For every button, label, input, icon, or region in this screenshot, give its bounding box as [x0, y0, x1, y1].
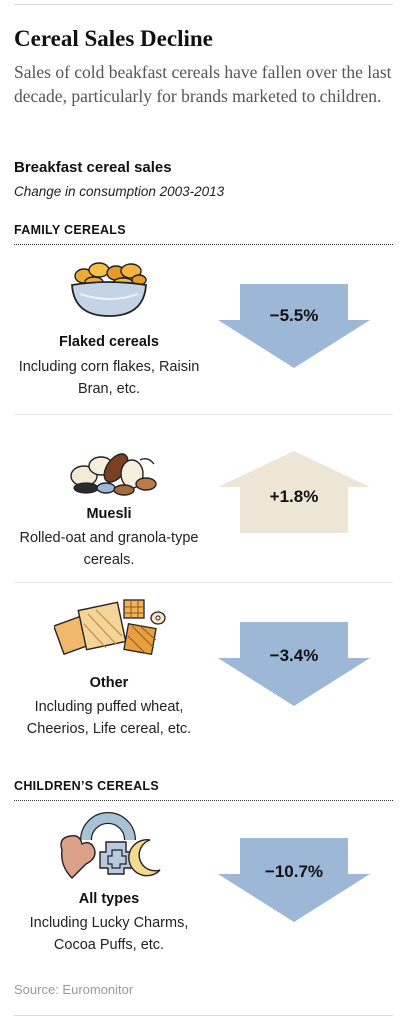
- chart-title: Breakfast cereal sales: [14, 159, 172, 176]
- change-bar-children: −10.7%: [218, 838, 370, 922]
- section-heading-family: FAMILY CEREALS: [14, 223, 393, 245]
- marshmallow-shapes-icon: [60, 812, 161, 879]
- chart-subtitle: Change in consumption 2003-2013: [14, 184, 225, 199]
- decline-arrow-shape: [218, 284, 370, 368]
- decline-arrow-shape: [218, 622, 370, 706]
- cereal-description: Including Lucky Charms, Cocoa Puffs, etc…: [29, 915, 189, 953]
- value-label: +1.8%: [270, 487, 319, 506]
- puffed-cereal-icon: [54, 599, 166, 656]
- cereal-name: All types: [78, 891, 140, 907]
- change-bar-flaked: −5.5%: [218, 284, 370, 368]
- cereal-name: Muesli: [86, 506, 132, 522]
- cereal-row-flaked: Flaked cereals Including corn flakes, Ra…: [14, 252, 393, 415]
- decline-arrow-shape: [218, 838, 370, 922]
- page-title: Cereal Sales Decline: [14, 26, 213, 51]
- top-rule: [14, 4, 393, 5]
- page-subtitle: Sales of cold beakfast cereals have fall…: [14, 62, 392, 106]
- cereal-description: Rolled-oat and granola-type cereals.: [19, 530, 199, 568]
- muesli-icon: [70, 453, 157, 496]
- cereal-name: Other: [89, 675, 129, 691]
- cereal-description: Including corn flakes, Raisin Bran, etc.: [18, 359, 200, 397]
- cereal-row-muesli: Muesli Rolled-oat and granola-type cerea…: [14, 414, 393, 583]
- bottom-rule: [14, 1015, 393, 1016]
- value-label: −10.7%: [265, 862, 323, 881]
- change-bar-other: −3.4%: [218, 622, 370, 706]
- change-bar-muesli: +1.8%: [218, 451, 370, 533]
- value-label: −5.5%: [270, 306, 319, 325]
- cereal-row-other: Other Including puffed wheat, Cheerios, …: [14, 582, 393, 752]
- section-heading-children: CHILDREN’S CEREALS: [14, 779, 393, 801]
- increase-arrow-shape: [218, 451, 370, 533]
- cereal-bowl-icon: [71, 262, 147, 317]
- cereal-description: Including puffed wheat, Cheerios, Life c…: [26, 699, 192, 737]
- source-note: Source: Euromonitor: [14, 982, 134, 997]
- cereal-name: Flaked cereals: [59, 334, 159, 350]
- cereal-row-children: All types Including Lucky Charms, Cocoa …: [14, 806, 393, 976]
- value-label: −3.4%: [270, 646, 319, 665]
